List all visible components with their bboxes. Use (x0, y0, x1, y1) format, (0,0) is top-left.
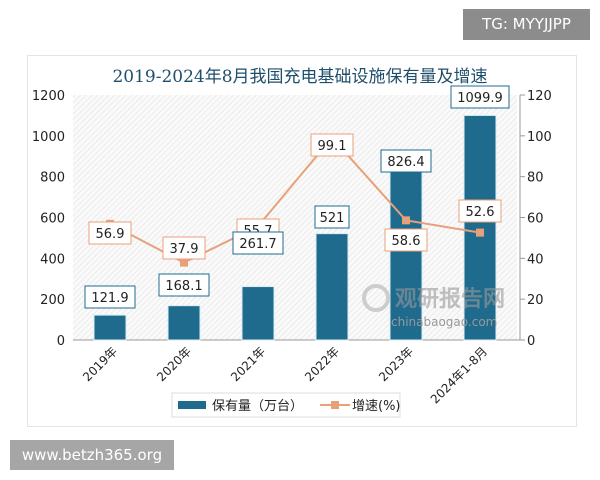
bar (241, 286, 275, 341)
bar-data-label-box (380, 149, 432, 173)
line-data-label: 58.6 (392, 234, 421, 249)
legend-line-label: 增速(%) (352, 399, 401, 414)
logo-icon (362, 284, 390, 312)
bar-data-label: 168.1 (165, 279, 202, 294)
legend-bar-swatch (178, 401, 206, 409)
right-axis-tick: 80 (527, 171, 544, 186)
logo-text: 观研报告网 (395, 287, 505, 312)
chart-title: 2019-2024年8月我国充电基础设施保有量及增速 (112, 67, 487, 87)
watermark-top: TG: MYYJJPP (463, 9, 590, 40)
plot-area (73, 95, 517, 340)
bar-data-label-box (158, 273, 210, 297)
left-axis-tick: 800 (40, 171, 65, 186)
line-marker (402, 216, 410, 225)
line-data-label: 99.1 (318, 139, 347, 154)
right-axis-tick: 120 (527, 89, 552, 104)
watermark-bottom: www.betzh365.org (10, 440, 174, 470)
line-data-label-box (88, 221, 132, 245)
line-marker (180, 258, 188, 267)
line-data-label-box (162, 236, 206, 260)
x-axis-tick: 2022年 (302, 344, 342, 384)
left-axis-tick: 200 (40, 293, 65, 308)
left-axis-tick: 600 (40, 212, 65, 227)
line-data-label-box (310, 133, 354, 157)
x-axis-tick: 2024年1-8月 (428, 344, 490, 406)
bar-data-label-box (314, 205, 350, 229)
x-axis-tick: 2023年 (376, 344, 416, 384)
line-data-label: 56.9 (96, 227, 125, 242)
legend (171, 392, 401, 418)
bar-data-label: 826.4 (387, 155, 424, 170)
line-marker (476, 228, 484, 237)
right-axis-tick: 100 (527, 130, 552, 145)
legend-bar-label: 保有量（万台） (212, 399, 303, 414)
left-axis-tick: 1200 (32, 89, 65, 104)
x-axis-tick: 2019年 (80, 344, 120, 384)
line-data-label: 37.9 (170, 242, 199, 257)
bar-data-label-box (450, 85, 510, 109)
left-axis-tick: 400 (40, 252, 65, 267)
bar-data-label: 1099.9 (457, 91, 503, 106)
bar (315, 233, 349, 341)
x-axis-tick: 2021年 (228, 344, 268, 384)
right-axis-tick: 60 (527, 212, 544, 227)
bar-data-label: 521 (320, 211, 345, 226)
bar (389, 170, 423, 341)
bar-data-label-box (84, 285, 136, 309)
x-axis-tick: 2020年 (154, 344, 194, 384)
legend-line-marker (331, 401, 339, 409)
logo-url-text: chinabaogao.com (391, 315, 497, 329)
bar (463, 114, 497, 341)
right-axis-tick: 40 (527, 252, 544, 267)
bar-data-label: 121.9 (91, 291, 128, 306)
bar-data-label-box (232, 231, 284, 255)
line-data-label: 52.6 (466, 205, 495, 220)
left-axis-tick: 0 (57, 334, 65, 349)
bar (167, 305, 201, 341)
bar (93, 314, 127, 341)
line-data-label-box (384, 228, 428, 252)
left-axis-tick: 1000 (32, 130, 65, 145)
bar-data-label: 261.7 (239, 237, 276, 252)
line-data-label-box (458, 199, 502, 223)
right-axis-tick: 20 (527, 293, 544, 308)
right-axis-tick: 0 (527, 334, 535, 349)
